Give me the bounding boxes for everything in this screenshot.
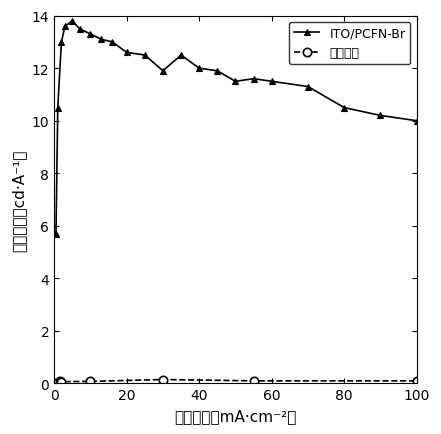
Y-axis label: 电流效率（cd·A⁻¹）: 电流效率（cd·A⁻¹）: [11, 149, 26, 251]
ITO/PCFN-Br: [77, 27, 82, 32]
对照器件: [57, 379, 62, 384]
ITO/PCFN-Br: [179, 53, 184, 59]
对照器件: [88, 379, 93, 384]
对照器件: [251, 378, 256, 384]
ITO/PCFN-Br: [124, 51, 129, 56]
Legend: ITO/PCFN-Br, 对照器件: ITO/PCFN-Br, 对照器件: [289, 23, 411, 65]
ITO/PCFN-Br: [414, 119, 419, 124]
ITO/PCFN-Br: [215, 69, 220, 74]
对照器件: [59, 379, 64, 385]
Line: 对照器件: 对照器件: [52, 375, 421, 387]
ITO/PCFN-Br: [269, 79, 274, 85]
ITO/PCFN-Br: [160, 69, 165, 74]
ITO/PCFN-Br: [251, 77, 256, 82]
ITO/PCFN-Br: [378, 114, 383, 119]
对照器件: [414, 378, 419, 384]
ITO/PCFN-Br: [341, 106, 347, 111]
对照器件: [160, 377, 165, 382]
ITO/PCFN-Br: [197, 66, 202, 72]
对照器件: [53, 381, 59, 386]
ITO/PCFN-Br: [59, 40, 64, 46]
ITO/PCFN-Br: [142, 53, 147, 59]
ITO/PCFN-Br: [99, 38, 104, 43]
ITO/PCFN-Br: [62, 24, 67, 30]
ITO/PCFN-Br: [109, 40, 115, 46]
ITO/PCFN-Br: [55, 106, 60, 111]
ITO/PCFN-Br: [88, 32, 93, 37]
ITO/PCFN-Br: [70, 19, 75, 24]
X-axis label: 电流密度（mA·cm⁻²）: 电流密度（mA·cm⁻²）: [174, 408, 297, 423]
ITO/PCFN-Br: [305, 85, 310, 90]
ITO/PCFN-Br: [53, 232, 59, 237]
ITO/PCFN-Br: [233, 79, 238, 85]
Line: ITO/PCFN-Br: ITO/PCFN-Br: [52, 18, 420, 238]
